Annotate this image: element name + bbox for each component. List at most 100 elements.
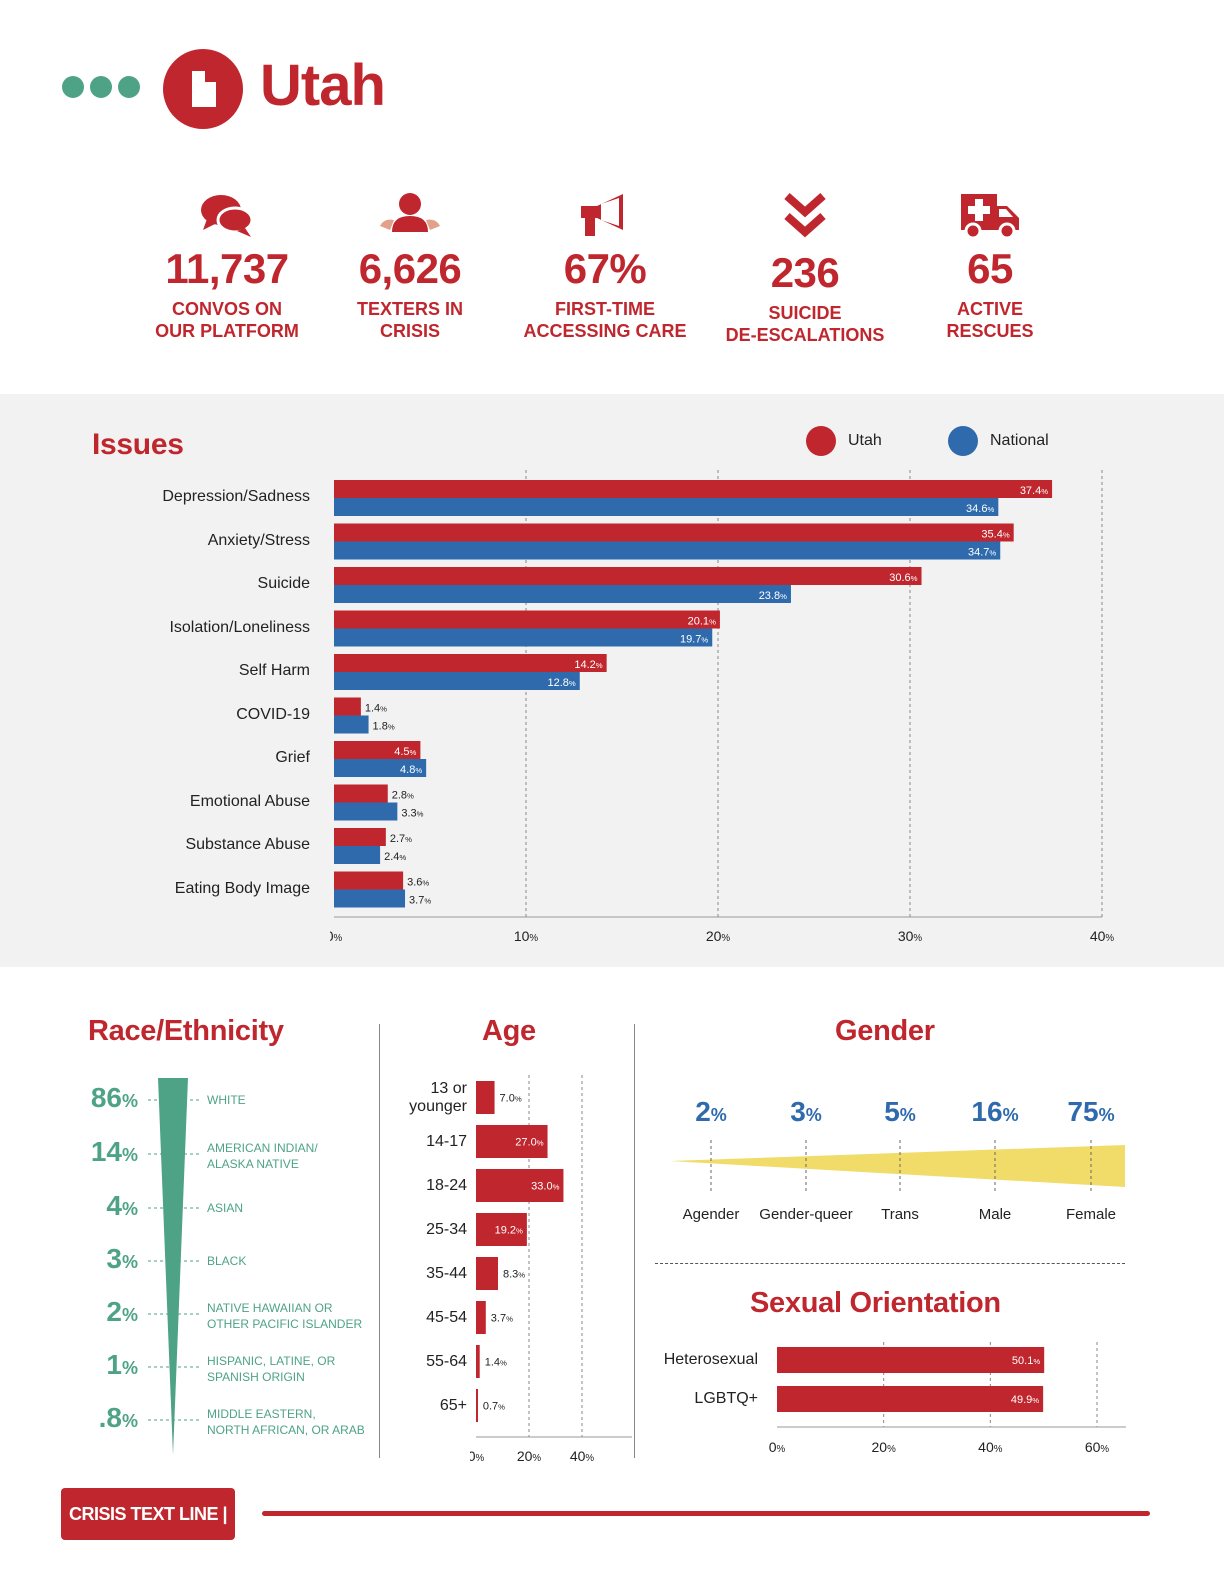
issues-value-label: 34.7% — [968, 547, 996, 559]
race-value-suffix: % — [121, 1252, 138, 1272]
issues-bar-national — [334, 672, 580, 690]
issues-value-label: 23.8% — [759, 590, 787, 602]
issues-bar-utah — [334, 654, 607, 672]
gender-category-label: Gender-queer — [759, 1206, 853, 1223]
stat-label: FIRST-TIME ACCESSING CARE — [523, 299, 687, 341]
orientation-category-labels: Heterosexual LGBTQ+ — [640, 1340, 758, 1420]
race-chart: 86% WHITE 14% AMERICAN INDIAN/ALASKA NATIVE… — [60, 1070, 380, 1470]
chat-bubbles-icon — [127, 188, 327, 240]
race-value-suffix: % — [121, 1091, 138, 1111]
age-value-label: 7.0% — [500, 1093, 522, 1105]
issues-category-label: Substance Abuse — [185, 836, 310, 853]
issues-value-label: 34.6% — [966, 503, 994, 515]
race-category-label: NATIVE HAWAIIAN OR OTHER PACIFIC ISLANDER — [207, 1300, 362, 1332]
race-category-label: BLACK — [207, 1253, 246, 1269]
age-chart: 7.0% 27.0% 33.0% 19.2% 8.3% 3.7% 1.4% 0.7% 0% 20%… — [470, 1075, 632, 1464]
orientation-title: Sexual Orientation — [750, 1287, 1001, 1319]
stat-convos: 11,737 CONVOS ON OUR PLATFORM — [127, 188, 327, 342]
gender-category-label: Male — [978, 1206, 1012, 1223]
stat-de-escalations: 236 SUICIDE DE-ESCALATIONS — [705, 188, 905, 346]
gender-value: 5% — [884, 1096, 916, 1127]
race-category-label-line: HISPANIC, LATINE, OR — [207, 1354, 336, 1368]
gender-value: 16% — [971, 1096, 1019, 1127]
race-funnel — [148, 1078, 202, 1455]
race-value: 3% — [106, 1243, 138, 1274]
stat-label: TEXTERS IN CRISIS — [356, 299, 463, 341]
age-category-label-line: 35-44 — [426, 1264, 467, 1282]
ambulance-icon — [890, 188, 1090, 240]
age-value-label: 0.7% — [483, 1401, 505, 1413]
person-icon — [310, 188, 510, 240]
age-category-label: 13 or younger — [409, 1080, 467, 1116]
orientation-value-label: 49.9% — [1011, 1394, 1039, 1406]
issues-category-label: Depression/Sadness — [162, 488, 310, 505]
issues-bar-utah — [334, 828, 386, 846]
gender-title: Gender — [835, 1015, 935, 1047]
header-dots — [62, 76, 142, 98]
gender-value-suffix: % — [805, 1105, 822, 1125]
issues-bar-national — [334, 541, 1001, 560]
issues-bar-utah — [334, 741, 421, 759]
issues-bar-utah — [334, 523, 1014, 542]
issues-value-label: 19.7% — [680, 634, 708, 646]
age-category-label: 55-64 — [426, 1353, 467, 1371]
age-bar — [476, 1081, 495, 1114]
gender-value-suffix: % — [1002, 1105, 1019, 1125]
orientation-category-label: LGBTQ+ — [694, 1390, 758, 1407]
race-category-label: AMERICAN INDIAN/ALASKA NATIVE — [207, 1140, 318, 1172]
age-category-label-line: 13 or — [430, 1079, 467, 1097]
gender-category-label: Female — [1065, 1206, 1117, 1223]
double-chevron-down-icon — [705, 188, 905, 240]
issues-category-label: Grief — [275, 749, 310, 766]
race-category-label-line: AMERICAN INDIAN/ — [207, 1141, 318, 1155]
crisis-text-line-logo: CRISIS TEXT LINE | — [61, 1488, 235, 1540]
gender-category-label: Agender — [682, 1206, 740, 1223]
issues-value-label: 3.3% — [401, 808, 423, 820]
age-category-label-line: younger — [409, 1097, 467, 1115]
section-divider-1 — [379, 1024, 380, 1458]
age-value-label: 33.0% — [531, 1181, 559, 1193]
age-value-label: 27.0% — [515, 1137, 543, 1149]
race-category-label: WHITE — [207, 1092, 246, 1108]
legend-label-national: National — [990, 432, 1049, 449]
stat-label: SUICIDE DE-ESCALATIONS — [725, 303, 885, 345]
gender-divider — [655, 1263, 1125, 1264]
age-category-label: 35-44 — [426, 1265, 467, 1283]
issues-bar-national — [334, 802, 398, 821]
stat-value: 65 — [967, 245, 1013, 292]
issues-bar-national — [334, 715, 369, 734]
stat-label: CONVOS ON OUR PLATFORM — [155, 299, 299, 341]
race-value: 2% — [106, 1296, 138, 1327]
race-category-label-line: ASIAN — [207, 1201, 244, 1215]
race-title: Race/Ethnicity — [88, 1015, 284, 1047]
utah-state-icon — [192, 71, 216, 107]
race-category-label-line: WHITE — [207, 1093, 246, 1107]
race-value-suffix: % — [121, 1199, 138, 1219]
issues-bar-national — [334, 759, 427, 777]
state-badge — [163, 49, 243, 129]
orientation-bar — [777, 1347, 1045, 1373]
age-category-label: 65+ — [440, 1397, 467, 1415]
gender-category-label: Trans — [881, 1206, 919, 1223]
age-category-label-line: 18-24 — [426, 1176, 467, 1194]
age-x-tick: 0% — [470, 1448, 485, 1464]
issues-category-label: Isolation/Loneliness — [169, 618, 310, 636]
age-bar — [476, 1213, 527, 1246]
issues-x-tick: 40% — [1090, 928, 1115, 944]
footer-rule — [262, 1511, 1150, 1516]
legend-label-utah: Utah — [848, 432, 882, 449]
stat-texters: 6,626 TEXTERS IN CRISIS — [310, 188, 510, 342]
stat-first-time: 67% FIRST-TIME ACCESSING CARE — [505, 188, 705, 342]
age-title: Age — [482, 1015, 536, 1047]
gender-chart: 2% Agender 3% Gender-queer 5% Trans 16% Male 75%… — [655, 1090, 1130, 1235]
race-value: 86% — [90, 1082, 138, 1113]
age-category-labels: 13 or younger 14-17 18-24 25-34 35-44 45-54 55-… — [385, 1070, 467, 1430]
issues-value-label: 4.5% — [394, 746, 416, 758]
megaphone-icon — [505, 188, 705, 240]
race-value-suffix: % — [121, 1305, 138, 1325]
issues-value-label: 35.4% — [981, 529, 1009, 541]
issues-bar-utah — [334, 697, 361, 716]
issues-bar-national — [334, 498, 999, 516]
age-bar — [476, 1125, 548, 1158]
stat-label: ACTIVE RESCUES — [946, 299, 1034, 341]
